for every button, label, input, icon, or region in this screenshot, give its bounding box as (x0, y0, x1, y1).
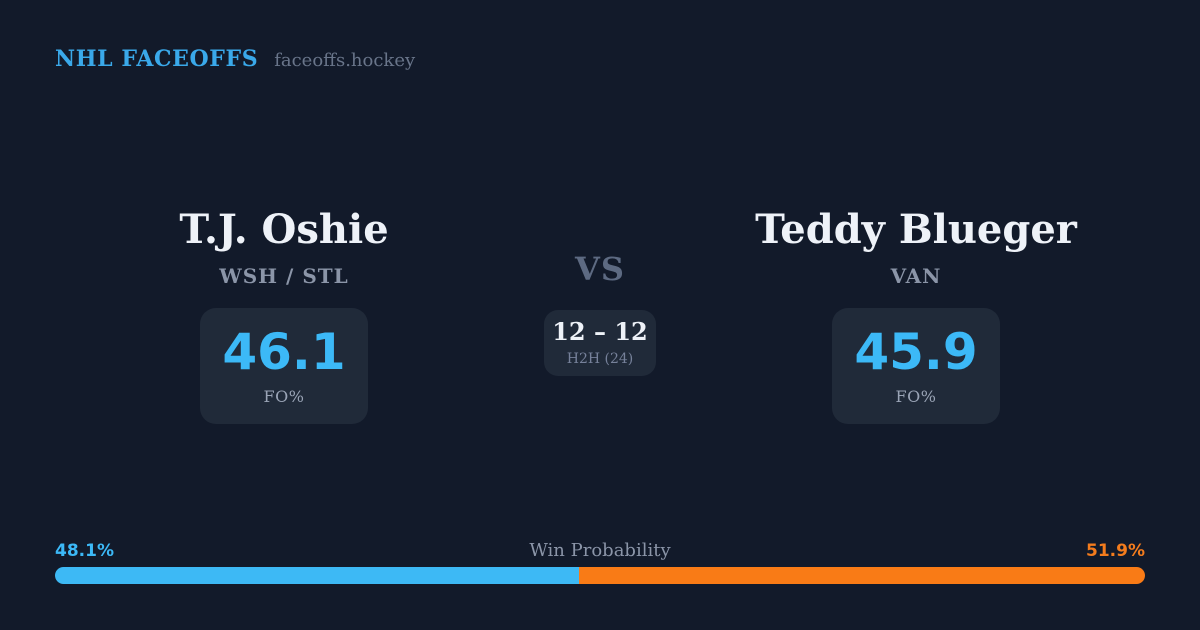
player-left-fo-pct: 46.1 (222, 322, 346, 381)
player-left-teams: WSH / STL (219, 264, 349, 288)
player-right-name: Teddy Blueger (755, 206, 1077, 253)
win-probability-title: Win Probability (529, 540, 671, 561)
win-probability-bar (55, 567, 1145, 584)
vs-label: VS (575, 250, 625, 288)
versus-section: VS 12 – 12 H2H (24) (500, 250, 700, 376)
h2h-label: H2H (24) (566, 350, 634, 367)
win-probability-right-pct: 51.9% (1086, 541, 1145, 561)
site-url: faceoffs.hockey (274, 50, 416, 71)
win-probability-left-pct: 48.1% (55, 541, 114, 561)
win-probability-labels: 48.1% Win Probability 51.9% (55, 540, 1145, 561)
player-right-stat-card: 45.9 FO% (832, 308, 1000, 424)
header: NHL FACEOFFS faceoffs.hockey (55, 46, 415, 72)
h2h-score: 12 – 12 (552, 316, 648, 346)
player-left-name: T.J. Oshie (179, 206, 389, 253)
player-right-fo-pct: 45.9 (854, 322, 978, 381)
player-right-section: Teddy Blueger VAN 45.9 FO% (716, 208, 1116, 424)
win-probability-bar-left-segment (55, 567, 580, 584)
player-right-teams: VAN (890, 264, 942, 288)
player-left-stat-label: FO% (263, 386, 305, 406)
player-left-stat-card: 46.1 FO% (200, 308, 368, 424)
player-left-section: T.J. Oshie WSH / STL 46.1 FO% (84, 208, 484, 424)
brand-title: NHL FACEOFFS (55, 46, 259, 72)
win-probability-bar-right-segment (579, 567, 1145, 584)
h2h-card: 12 – 12 H2H (24) (544, 310, 656, 376)
player-right-stat-label: FO% (895, 386, 937, 406)
